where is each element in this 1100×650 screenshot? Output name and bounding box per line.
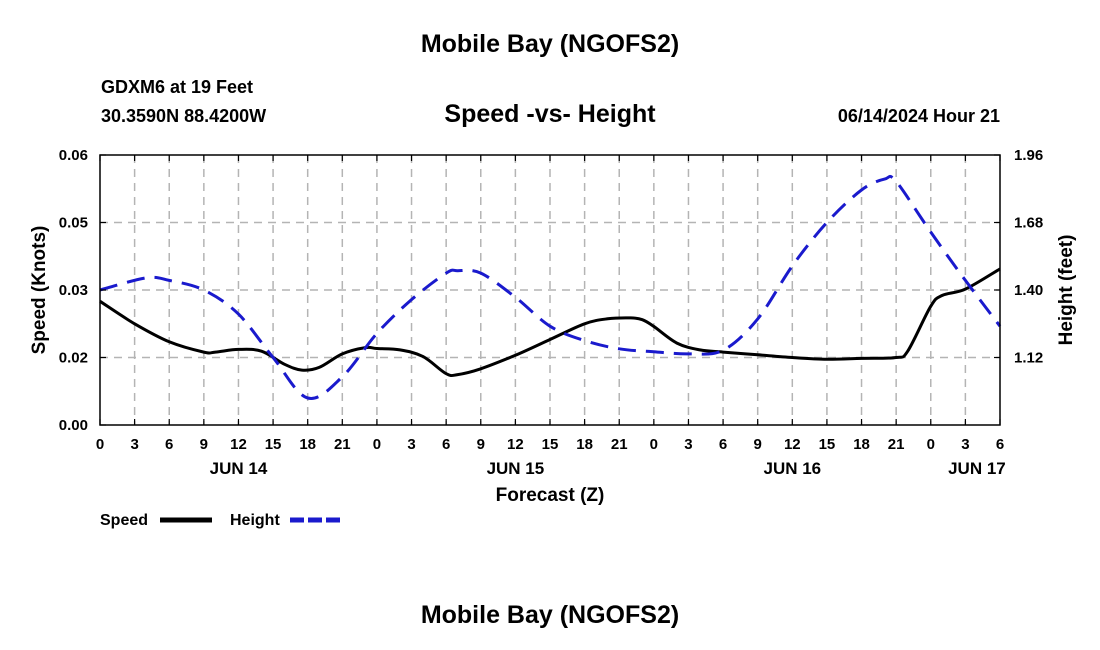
x-tick-label: 3 — [130, 436, 138, 453]
y-axis-label: Speed (Knots) — [29, 226, 50, 355]
x-tick-label: 3 — [961, 436, 969, 453]
date-label: JUN 16 — [763, 459, 821, 478]
series-layer — [99, 174, 1002, 400]
x-tick-label: 0 — [650, 436, 658, 453]
legend: Speed Height — [100, 512, 342, 529]
series-line-height — [99, 174, 1002, 400]
x-axis-label: Forecast (Z) — [496, 485, 605, 506]
y2-tick-label: 1.40 — [1014, 282, 1043, 299]
date-label: JUN 17 — [948, 459, 1006, 478]
x-tick-label: 6 — [719, 436, 727, 453]
date-label: JUN 14 — [210, 459, 268, 478]
axes-layer: 0 3 6 9 12 15 18 21 0 3 6 9 12 15 18 21 0 3 6 9 12 15 18 21 0 3 6 0… — [59, 147, 1043, 478]
x-tick-label: 12 — [784, 436, 801, 453]
legend-label-height: Height — [230, 512, 280, 529]
x-tick-label: 9 — [200, 436, 208, 453]
x-tick-label: 15 — [542, 436, 559, 453]
station-coordinates: 30.3590N 88.4200W — [101, 106, 267, 126]
y-tick-label: 0.02 — [59, 350, 88, 367]
x-tick-label: 0 — [373, 436, 381, 453]
forecast-timestamp: 06/14/2024 Hour 21 — [837, 106, 1000, 126]
x-tick-label: 18 — [853, 436, 870, 453]
date-label: JUN 15 — [487, 459, 545, 478]
x-tick-label: 21 — [611, 436, 628, 453]
y-tick-label: 0.00 — [59, 417, 88, 434]
y2-axis-label: Height (feet) — [1056, 235, 1077, 346]
y-tick-label: 0.05 — [59, 215, 88, 232]
x-tick-label: 21 — [888, 436, 905, 453]
y-tick-label: 0.03 — [59, 282, 88, 299]
x-tick-label: 6 — [996, 436, 1004, 453]
x-tick-label: 3 — [684, 436, 692, 453]
legend-label-speed: Speed — [100, 512, 148, 529]
x-tick-label: 15 — [265, 436, 282, 453]
series-line-speed — [99, 267, 1001, 378]
y-tick-label: 0.06 — [59, 147, 88, 164]
chart-subtitle: Speed -vs- Height — [444, 100, 656, 128]
x-tick-label: 0 — [96, 436, 104, 453]
x-tick-label: 15 — [819, 436, 836, 453]
x-tick-label: 6 — [165, 436, 173, 453]
y2-tick-label: 1.68 — [1014, 215, 1043, 232]
y2-tick-label: 1.12 — [1014, 350, 1043, 367]
station-label: GDXM6 at 19 Feet — [101, 77, 254, 97]
footer-title: Mobile Bay (NGOFS2) — [420, 601, 680, 629]
x-tick-label: 12 — [507, 436, 524, 453]
x-tick-label: 9 — [754, 436, 762, 453]
x-tick-label: 9 — [477, 436, 485, 453]
x-tick-label: 0 — [927, 436, 935, 453]
y2-tick-label: 1.96 — [1014, 147, 1043, 164]
grid-layer — [100, 155, 1000, 425]
x-tick-label: 18 — [576, 436, 593, 453]
x-tick-label: 12 — [230, 436, 247, 453]
main-title: Mobile Bay (NGOFS2) — [420, 30, 680, 58]
x-tick-label: 6 — [442, 436, 450, 453]
x-tick-label: 3 — [407, 436, 415, 453]
x-tick-label: 18 — [299, 436, 316, 453]
x-tick-label: 21 — [334, 436, 351, 453]
